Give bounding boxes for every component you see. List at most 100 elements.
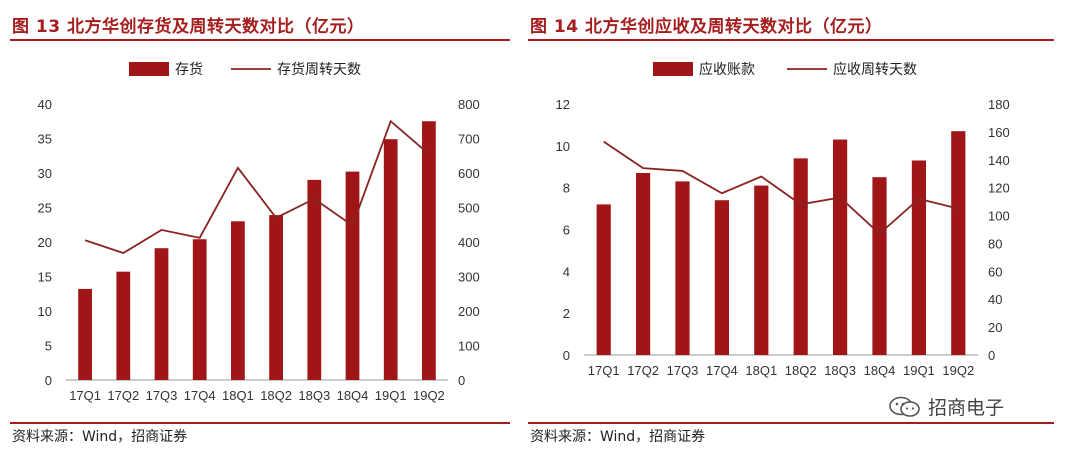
left-axis-tick-label: 8 [563,181,570,196]
bar-18Q1 [231,221,245,380]
bar-17Q2 [636,173,651,355]
x-axis-tick-label: 17Q2 [107,388,139,403]
bar-18Q4 [872,177,887,355]
figure-14-title-rule [528,39,1054,41]
x-axis-tick-label: 18Q4 [337,388,369,403]
x-axis-tick-label: 19Q1 [375,388,407,403]
wechat-icon [889,396,920,417]
bar-19Q1 [383,139,398,380]
right-axis-tick-label: 600 [458,166,480,181]
inventory-chart: 0510152025303540010020030040050060070080… [38,61,480,403]
bar-17Q1 [596,204,611,355]
right-axis-tick-label: 200 [458,304,480,319]
legend-line-label: 应收周转天数 [833,61,917,78]
left-axis-tick-label: 12 [556,97,570,112]
x-axis-tick-label: 18Q2 [785,363,817,378]
right-axis-tick-label: 140 [988,153,1010,168]
x-axis-tick-label: 18Q3 [298,388,330,403]
bar-18Q3 [307,179,322,380]
right-axis-tick-label: 700 [458,132,480,147]
legend: 应收账款 应收周转天数 [653,61,917,78]
bar-19Q2 [951,131,966,355]
figure-13-title: 图 13 北方华创存货及周转天数对比（亿元） [12,17,365,37]
left-axis-tick-label: 5 [45,339,52,354]
left-axis-tick-label: 2 [563,306,570,321]
legend-bar-label: 应收账款 [699,61,755,78]
left-axis-tick-label: 10 [556,139,570,154]
bar-17Q1 [78,288,92,380]
left-axis-tick-label: 6 [563,223,570,238]
right-axis-tick-label: 40 [988,292,1002,307]
x-axis-tick-label: 17Q4 [184,388,216,403]
x-axis-tick-label: 17Q1 [69,388,101,403]
bar-18Q2 [793,158,808,355]
left-axis-tick-label: 35 [38,132,52,147]
right-axis-tick-label: 400 [458,235,480,250]
legend: 存货 存货周转天数 [129,61,361,78]
right-axis-tick-label: 0 [988,348,995,363]
bar-17Q4 [714,200,729,355]
x-axis-tick-label: 17Q2 [627,363,659,378]
watermark-text: 招商电子 [928,397,1005,419]
x-axis-tick-label: 17Q3 [146,388,178,403]
figure-13-title-rule [10,39,510,41]
x-axis-tick-label: 18Q1 [222,388,254,403]
figure-14-title: 图 14 北方华创应收及周转天数对比（亿元） [530,17,883,37]
right-axis-tick-label: 80 [988,236,1002,251]
x-axis-tick-label: 18Q1 [745,363,777,378]
x-axis-tick-label: 19Q2 [942,363,974,378]
right-axis-tick-label: 60 [988,264,1002,279]
bar-17Q2 [116,271,131,380]
bar-17Q3 [154,248,169,380]
bar-19Q1 [911,160,926,355]
right-axis-tick-label: 20 [988,320,1002,335]
right-axis-tick-label: 500 [458,201,480,216]
right-axis-tick-label: 300 [458,270,480,285]
legend-line-label: 存货周转天数 [277,61,361,78]
left-axis-tick-label: 0 [563,348,570,363]
bar-18Q1 [754,185,769,355]
left-axis-tick-label: 0 [45,373,52,388]
right-axis-tick-label: 180 [988,97,1010,112]
left-axis-tick-label: 40 [38,97,52,112]
legend-bar-swatch [129,62,169,76]
figure-13-panel: 图 13 北方华创存货及周转天数对比（亿元） 0 5 10 15 20 25 30 35 40 0… [10,0,510,454]
right-axis-tick-label: 120 [988,181,1010,196]
bar-17Q4 [192,239,207,380]
figure-13-bottom-rule [10,422,510,424]
figure-14-panel: 图 14 北方华创应收及周转天数对比（亿元） 0 2 4 6 8 10 12 0 20 40 60 8… [528,0,1054,454]
figure-13-source: 资料来源：Wind，招商证券 [12,429,188,445]
right-axis-tick-label: 160 [988,125,1010,140]
bar-18Q2 [269,215,283,380]
x-axis-tick-label: 17Q4 [706,363,738,378]
legend-bar-swatch [653,62,693,76]
x-axis-tick-label: 18Q2 [260,388,292,403]
watermark: 招商电子 [888,393,1004,420]
left-axis-tick-label: 30 [38,166,52,181]
bar-17Q3 [675,181,690,355]
x-axis-tick-label: 18Q3 [824,363,856,378]
right-axis-tick-label: 100 [458,339,480,354]
bar-18Q3 [833,139,848,355]
left-axis-tick-label: 20 [38,235,52,250]
left-axis-tick-label: 10 [38,304,52,319]
x-axis-tick-label: 17Q1 [588,363,620,378]
left-axis-tick-label: 4 [563,264,570,279]
right-axis-tick-label: 0 [458,373,465,388]
line-series-0 [84,119,430,255]
line-series-1 [603,140,959,235]
right-axis-tick-label: 800 [458,97,480,112]
left-axis-tick-label: 15 [38,270,52,285]
legend-bar-label: 存货 [175,61,203,78]
right-axis-tick-label: 100 [988,209,1010,224]
x-axis-tick-label: 17Q3 [667,363,699,378]
figure-14-bottom-rule [528,422,1054,424]
figure-14-source: 资料来源：Wind，招商证券 [530,429,706,445]
bar-18Q4 [345,171,360,380]
x-axis-tick-label: 19Q1 [903,363,935,378]
bar-19Q2 [422,121,436,380]
left-axis-tick-label: 25 [38,201,52,216]
x-axis-tick-label: 19Q2 [413,388,445,403]
x-axis-tick-label: 18Q4 [864,363,896,378]
